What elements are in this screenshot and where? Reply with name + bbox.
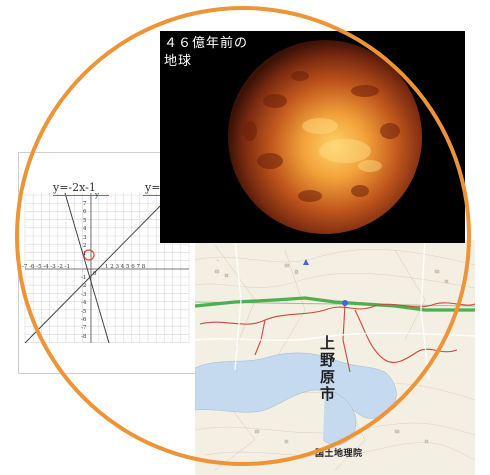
city-char-3: 原	[320, 368, 336, 386]
caption-line-1: ４６億年前の	[164, 36, 249, 51]
y-tick-label: -5	[81, 308, 87, 315]
x-ticks-left: -7 -6 -5 -4 -3 -2 -1	[22, 264, 70, 270]
map-credit: 国土地理院	[315, 449, 363, 459]
map-tiny-label: ·	[217, 258, 219, 265]
equation-left: y=-2x-1	[53, 181, 96, 194]
y-tick-label: -7	[81, 325, 87, 332]
y-tick-label: 5	[83, 217, 87, 224]
equation-underline-right	[143, 195, 163, 196]
y-tick-label: 7	[83, 201, 87, 207]
planet-image	[228, 40, 422, 234]
y-tick-label: -2	[81, 283, 87, 290]
planet-panel: ４６億年前の 地球	[160, 31, 465, 243]
y-tick-label: -4	[81, 300, 87, 307]
planet-caption: ４６億年前の 地球	[164, 35, 248, 71]
y-tick-label: -8	[81, 333, 87, 340]
city-char-4: 市	[320, 385, 336, 403]
map-panel: · 上 野 原 市 国土地理院	[195, 240, 475, 475]
city-char-1: 上	[320, 334, 336, 352]
y-tick-label: 4	[83, 226, 87, 233]
y-tick-label: -1	[81, 275, 87, 281]
origin-label: 0	[93, 271, 97, 277]
topographic-map	[195, 240, 475, 475]
y-tick-label: 2	[83, 243, 87, 249]
x-ticks-right: 1 2 3 4 5 6 7 8	[105, 264, 146, 270]
y-tick-label: -6	[81, 317, 87, 323]
city-char-2: 野	[320, 351, 336, 369]
y-tick-label: -3	[81, 291, 87, 298]
y-tick-label: 6	[83, 209, 87, 216]
caption-line-2: 地球	[164, 54, 193, 69]
equation-right: y=	[145, 181, 161, 194]
equation-underline-left	[53, 195, 109, 196]
y-axis-label: y	[95, 191, 99, 199]
y-tick-label: 1	[83, 251, 87, 258]
y-tick-label: 3	[83, 234, 87, 241]
